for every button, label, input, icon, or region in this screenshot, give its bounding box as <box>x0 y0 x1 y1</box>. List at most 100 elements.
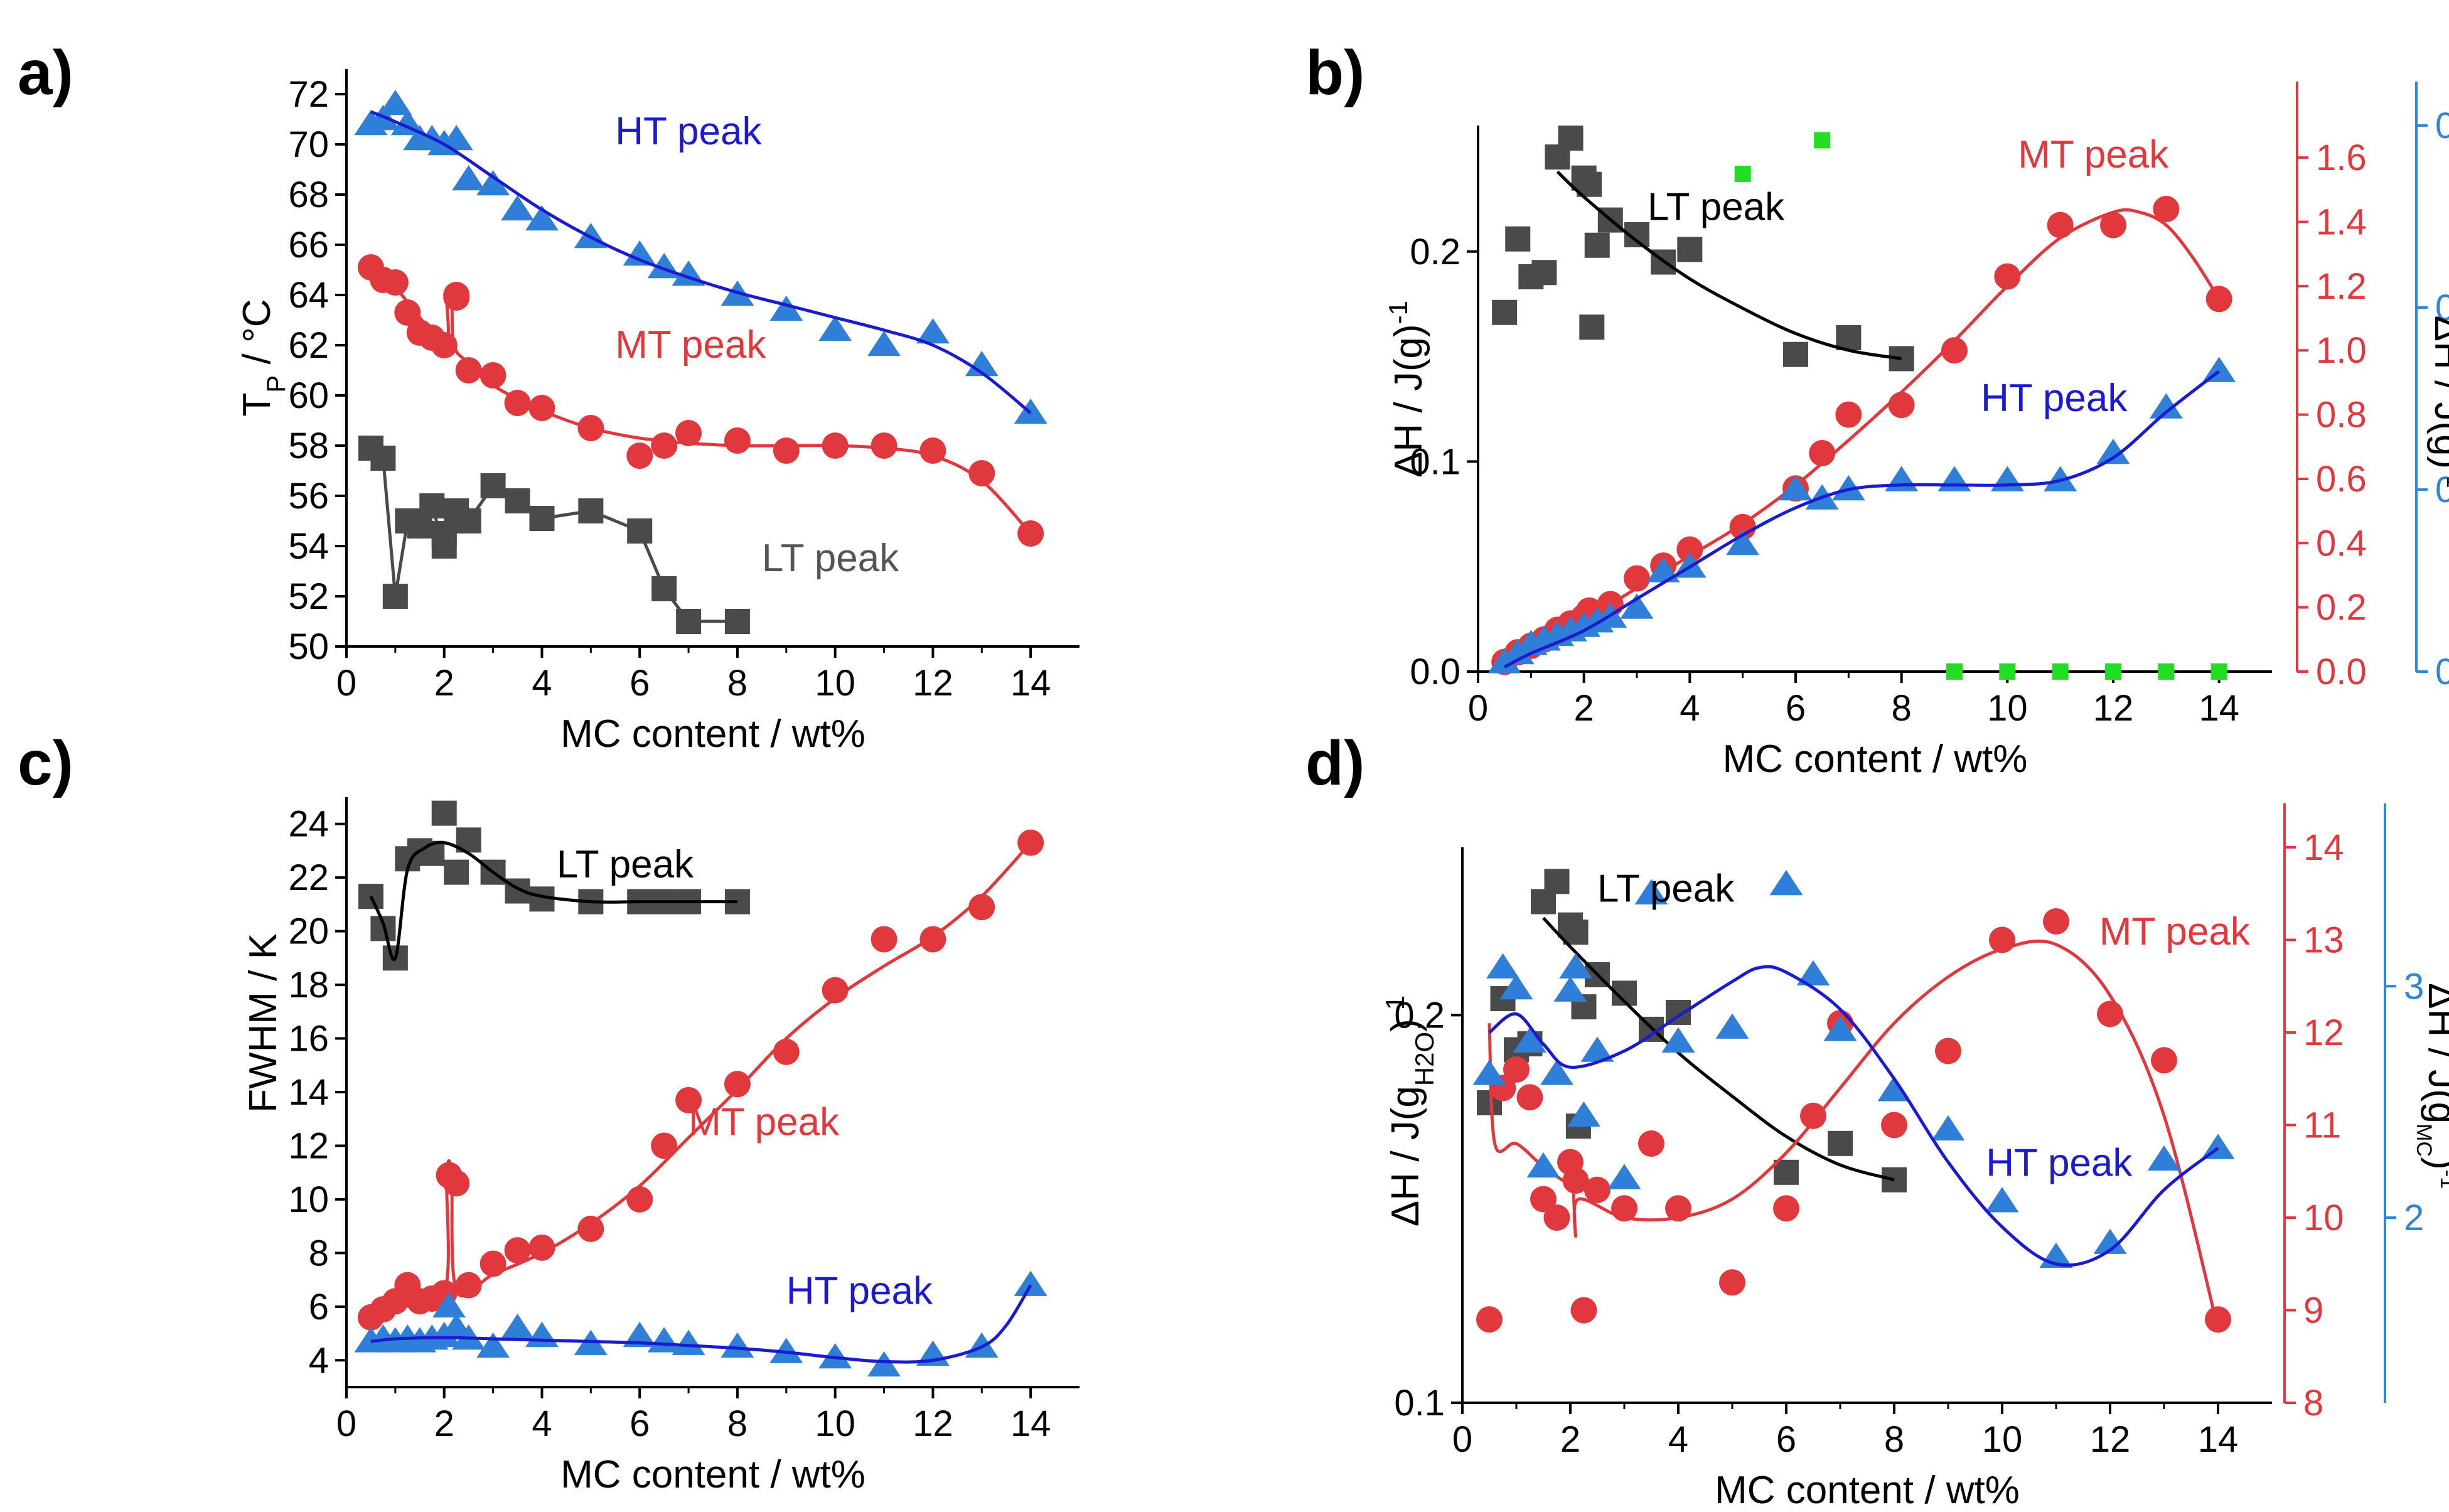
data-point-green <box>2052 663 2069 680</box>
y2-tick-label: 1.6 <box>2316 137 2367 178</box>
data-point-mt-peak <box>651 432 678 459</box>
data-point-ht-peak <box>476 1332 510 1358</box>
data-point-mt-peak <box>504 1237 531 1264</box>
data-point-ht-peak <box>1486 953 1519 979</box>
x-tick-label: 8 <box>1884 1419 1904 1460</box>
data-point-ht-peak <box>2044 466 2077 491</box>
data-point-mt-peak <box>871 432 898 459</box>
data-point-ht-peak <box>1715 1013 1749 1039</box>
y-tick-label: 50 <box>288 626 329 667</box>
data-point-ht-peak <box>623 240 656 266</box>
data-point-mt-peak <box>773 1038 800 1065</box>
series-line-lt-fit <box>1542 916 1895 1182</box>
data-point-green <box>1999 663 2016 680</box>
y-tick-label: 70 <box>288 124 329 165</box>
panel-a: a)0 2 4 6 8 10 12 14505254565860626466687072MC … <box>18 38 1080 756</box>
panel-label: c) <box>18 728 73 798</box>
panel-label: a) <box>18 38 73 108</box>
annotation-lt-peak: LT peak <box>1648 186 1785 229</box>
data-point-mt-peak <box>1503 1056 1530 1083</box>
y-tick-label: 20 <box>288 911 329 952</box>
data-point-mt-peak <box>1809 440 1836 466</box>
y2-tick-label: 8 <box>2303 1383 2323 1424</box>
x-axis-title: MC content / wt% <box>560 712 865 756</box>
data-point-mt-peak <box>626 1186 653 1213</box>
data-point-mt-peak <box>2043 908 2069 935</box>
data-point-ht-peak <box>1726 530 1760 555</box>
y-tick-label: 0.2 <box>1410 232 1460 272</box>
data-point-ht-peak <box>867 1351 901 1377</box>
data-point-ht-peak <box>378 90 412 115</box>
data-point-ht-peak <box>1823 1016 1857 1041</box>
data-point-green <box>1734 165 1751 182</box>
data-point-lt-peak <box>444 859 469 885</box>
series-line-ht-fit <box>370 1284 1032 1364</box>
data-point-mt-peak <box>2100 212 2126 239</box>
x-tick-label: 12 <box>2093 688 2134 729</box>
x-axis-title: MC content / wt% <box>560 1453 865 1496</box>
data-point-ht-peak <box>1877 1076 1911 1102</box>
y2-tick-label: 11 <box>2303 1105 2341 1146</box>
y2-axis-title-group: ΔH / J(g)-1 <box>2426 316 2449 488</box>
y2-tick-label: 1.4 <box>2316 202 2367 243</box>
y-tick-label: 0.1 <box>1394 1383 1445 1424</box>
x-tick-label: 2 <box>434 663 454 704</box>
data-point-mt-peak <box>1719 1269 1745 1296</box>
data-point-mt-peak <box>1530 1186 1557 1213</box>
annotation-mt-peak: MT peak <box>2099 910 2251 953</box>
data-point-ht-peak <box>818 1343 852 1369</box>
data-point-mt-peak <box>724 427 751 454</box>
data-point-mt-peak <box>528 1234 555 1261</box>
data-point-ht-peak <box>476 170 510 196</box>
annotation-lt-peak: LT peak <box>762 537 899 580</box>
series-line-mt-fit <box>1503 208 2221 667</box>
data-point-mt-peak <box>1935 1037 1961 1064</box>
x-tick-label: 14 <box>2198 1419 2239 1460</box>
data-point-lt-peak <box>1783 341 1808 367</box>
data-point-mt-peak <box>822 977 849 1004</box>
data-point-mt-peak <box>443 1170 470 1197</box>
data-point-ht-peak <box>1580 1036 1614 1062</box>
data-point-ht-peak <box>1526 1152 1560 1178</box>
series-line-ht-fit <box>1504 370 2221 668</box>
data-point-mt-peak <box>1562 1167 1589 1194</box>
data-point-mt-peak <box>2205 1306 2231 1333</box>
y-axis-title-group: TP / °C <box>235 299 291 416</box>
x-tick-label: 8 <box>1892 688 1912 729</box>
y3-tick-label: 0.6 <box>2435 105 2449 146</box>
data-point-ht-peak <box>818 316 852 341</box>
data-point-lt-peak <box>1774 1159 1799 1185</box>
plot-area <box>1472 869 2235 1333</box>
y-tick-label: 0.2 <box>1394 995 1445 1036</box>
data-point-ht-peak <box>916 318 950 344</box>
data-point-mt-peak <box>871 926 898 953</box>
y3-tick-label: 0.4 <box>2435 287 2449 328</box>
y2-tick-label: 0.0 <box>2316 651 2367 692</box>
y-axis-title-group: ΔH / J(g)-1 <box>1383 301 1431 478</box>
data-point-ht-peak <box>1985 1187 2019 1213</box>
x-tick-label: 4 <box>532 663 552 704</box>
annotation-lt-peak: LT peak <box>557 843 694 886</box>
y-tick-label: 6 <box>309 1287 329 1327</box>
y-axis-title-group: FWHM / K <box>242 933 285 1113</box>
y-tick-label: 54 <box>288 526 329 567</box>
y2-tick-label: 0.4 <box>2316 523 2367 564</box>
data-point-ht-peak <box>1990 466 2024 491</box>
data-point-mt-peak <box>1888 392 1915 419</box>
data-point-ht-peak <box>769 1338 803 1363</box>
x-tick-label: 14 <box>2199 688 2239 729</box>
x-tick-label: 12 <box>2090 1419 2131 1460</box>
data-point-lt-peak <box>1828 1130 1853 1156</box>
data-point-mt-peak <box>1773 1195 1799 1222</box>
annotation-mt-peak: MT peak <box>689 1100 840 1144</box>
data-point-lt-peak <box>1563 920 1589 945</box>
data-point-ht-peak <box>525 205 559 231</box>
data-point-lt-peak <box>1505 226 1531 252</box>
data-point-ht-peak <box>1937 466 1971 491</box>
data-point-ht-peak <box>1553 976 1587 1002</box>
y-tick-label: 62 <box>288 325 329 366</box>
y2-axis-title-group: ΔH / J(gMC)-1 <box>2412 983 2449 1189</box>
data-point-ht-peak <box>501 195 534 221</box>
data-point-ht-peak <box>1559 953 1593 979</box>
data-point-mt-peak <box>651 1132 678 1159</box>
